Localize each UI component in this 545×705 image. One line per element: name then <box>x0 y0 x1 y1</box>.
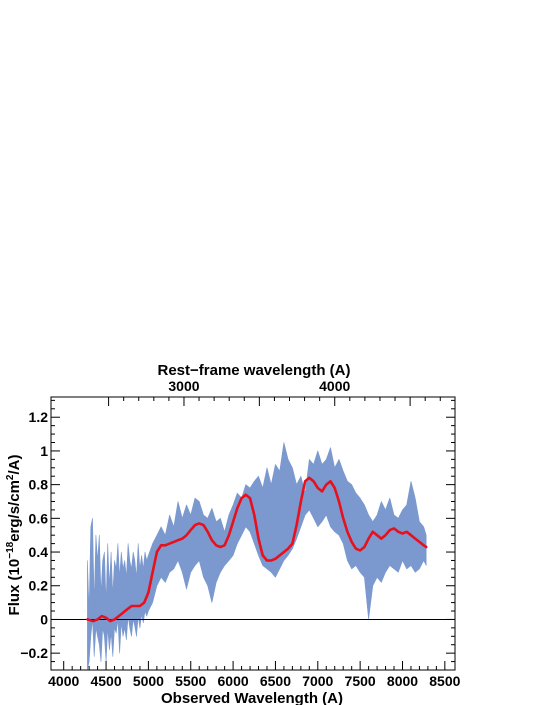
y-axis-title-exp2: 2 <box>5 474 16 480</box>
spectrum-uncertainty-band <box>87 442 427 671</box>
x-tick-label: 6000 <box>218 673 249 689</box>
y-tick-label: 0.6 <box>29 510 49 526</box>
y-tick-label: 0.8 <box>29 477 49 493</box>
model-fit-line <box>86 476 428 623</box>
y-axis-title: Flux (10−18erg/s/cm2/A) <box>5 455 23 616</box>
x-axis: 4000 4500 5000 5500 6000 6500 7000 7500 8000 8500 <box>48 661 461 689</box>
x-tick-label: 5000 <box>133 673 164 689</box>
y-axis-title-exp1: −18 <box>5 541 16 558</box>
x-axis-title: Observed Wavelength (A) <box>161 690 343 705</box>
top-tick-label: 4000 <box>319 378 350 394</box>
x-tick-label: 8500 <box>429 673 460 689</box>
y-axis-title-part3: /A) <box>6 455 23 475</box>
x-tick-label: 6500 <box>260 673 291 689</box>
y-tick-label: 0 <box>40 611 48 627</box>
x-tick-label: 4500 <box>90 673 121 689</box>
y-tick-label: 0.4 <box>29 544 49 560</box>
y-tick-label: 1.2 <box>29 409 49 425</box>
x-tick-label: 4000 <box>48 673 79 689</box>
top-axis: 3000 4000 <box>108 378 441 406</box>
y-axis: −0.2 0 0.2 0.4 0.6 0.8 1 1.2 <box>20 399 455 663</box>
y-tick-label: −0.2 <box>20 645 48 661</box>
top-tick-label: 3000 <box>168 378 199 394</box>
y-axis-title-part1: Flux (10 <box>6 559 23 616</box>
x-tick-label: 8000 <box>387 673 418 689</box>
x-tick-label: 7500 <box>345 673 376 689</box>
plot-frame <box>50 396 456 671</box>
top-axis-title: Rest−frame wavelength (A) <box>158 362 351 379</box>
x-tick-label: 7000 <box>302 673 333 689</box>
plot-area <box>51 442 455 671</box>
x-tick-label: 5500 <box>175 673 206 689</box>
y-tick-label: 1 <box>40 443 48 459</box>
y-axis-title-part2: erg/s/cm <box>6 480 23 542</box>
y-tick-label: 0.2 <box>29 578 49 594</box>
